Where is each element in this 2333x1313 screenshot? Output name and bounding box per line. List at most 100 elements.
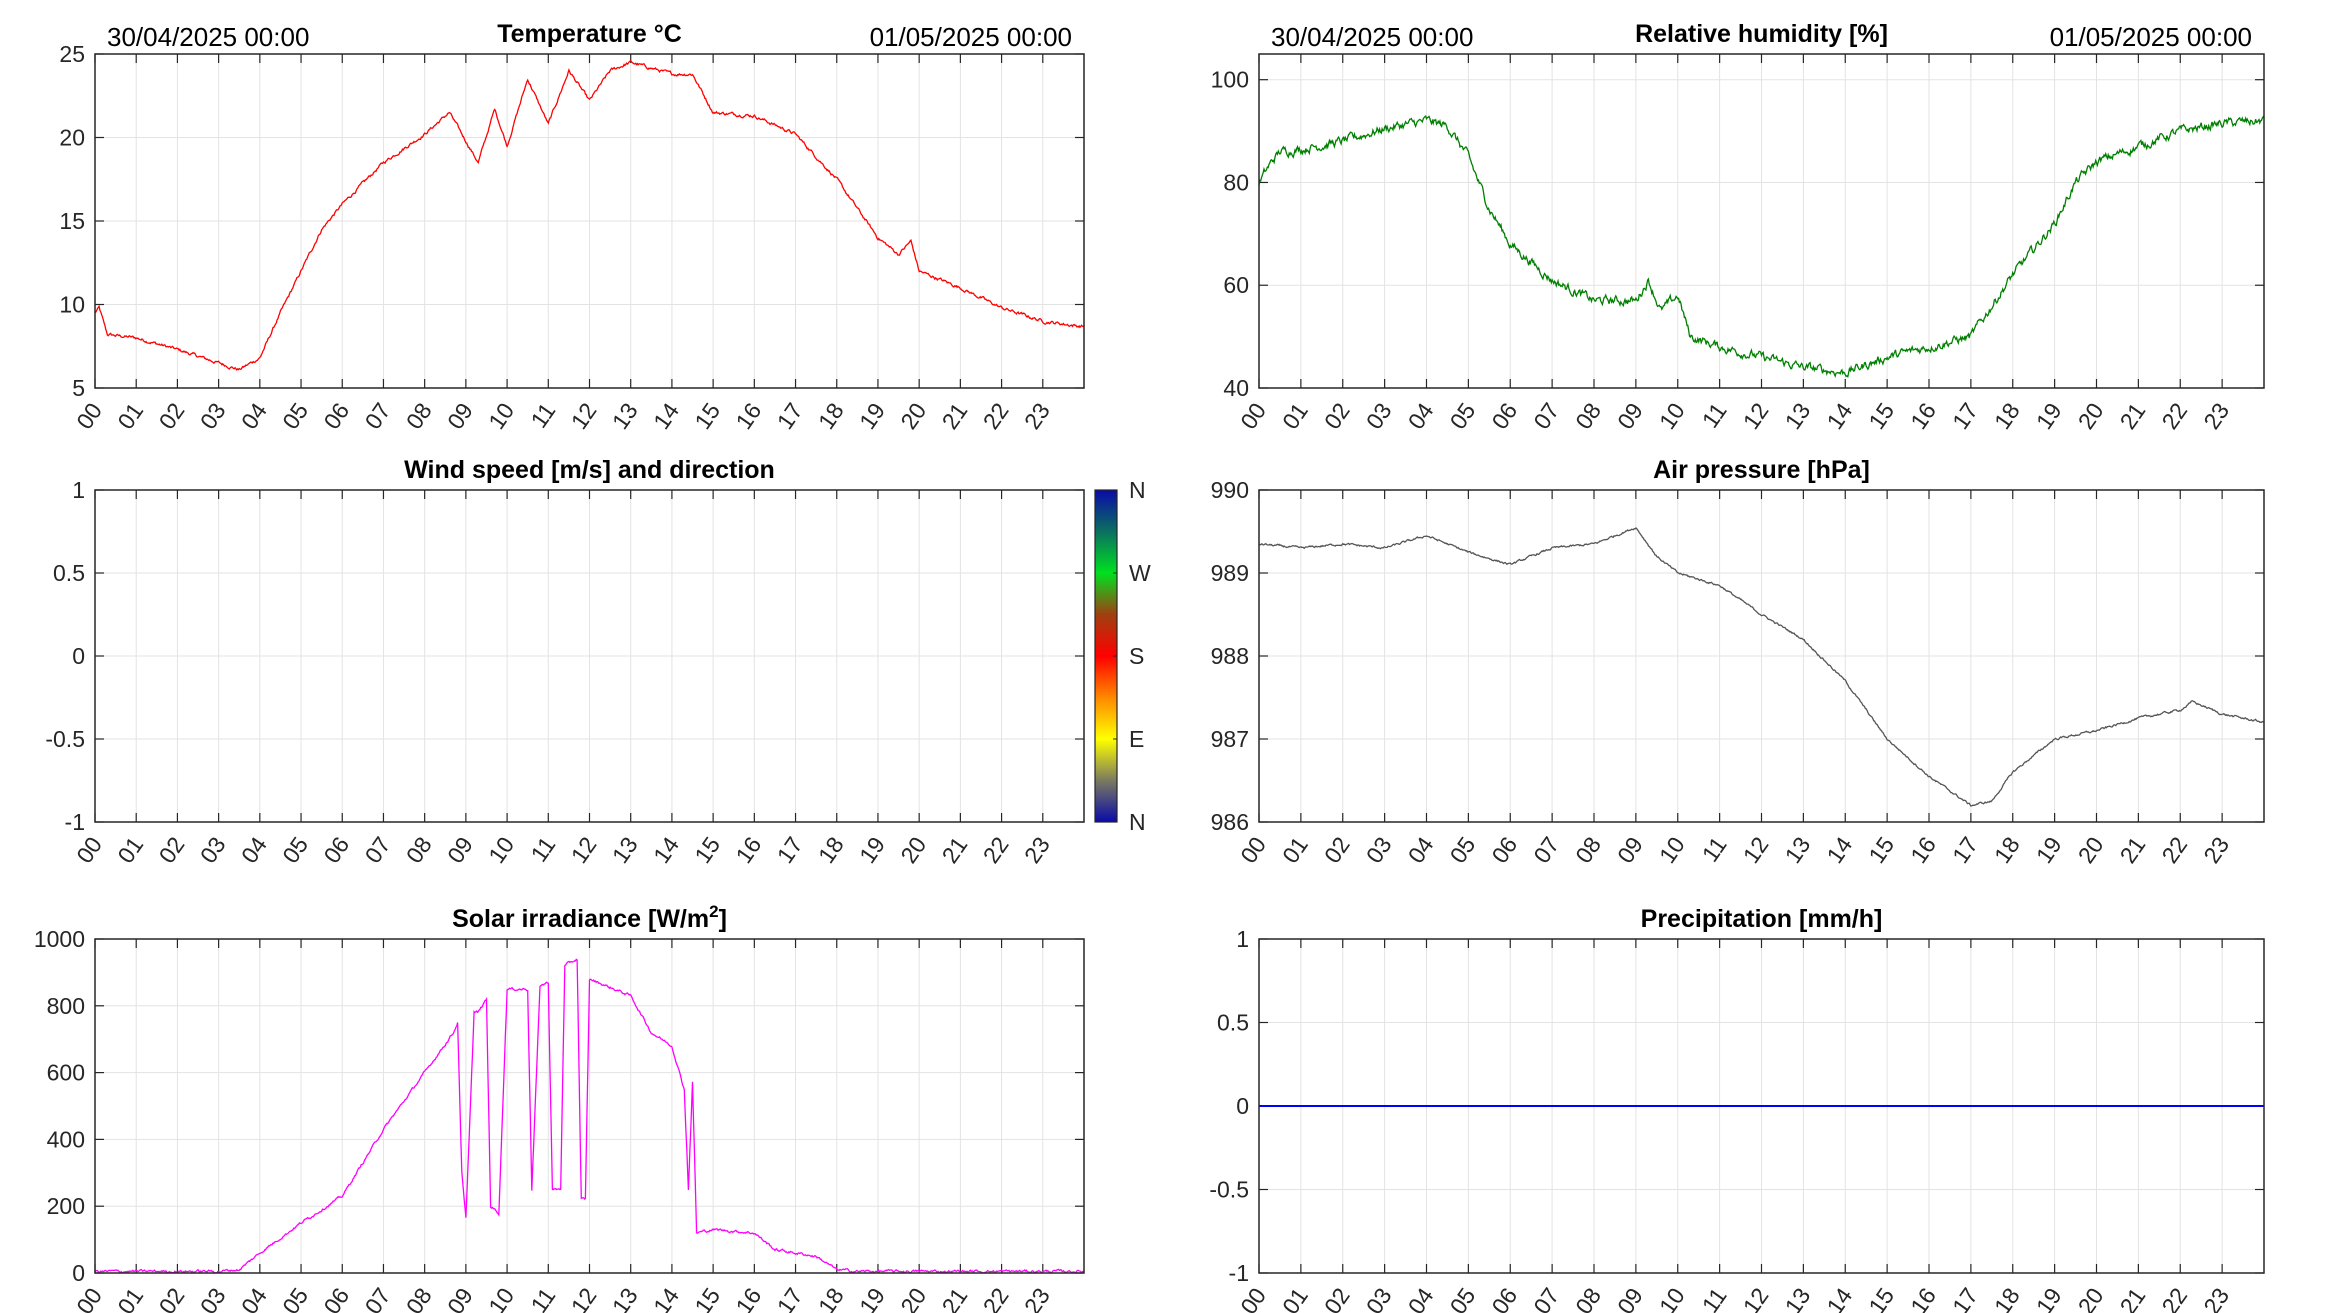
- y-tick-label: 0.5: [53, 560, 85, 586]
- x-tick-label: 17: [1947, 832, 1983, 868]
- x-tick-label: 17: [772, 832, 808, 868]
- date-end-label: 01/05/2025 00:00: [2050, 22, 2252, 52]
- x-tick-label: 11: [1697, 1283, 1732, 1313]
- x-tick-label: 21: [936, 1283, 972, 1313]
- x-tick-label: 22: [2156, 398, 2192, 434]
- x-tick-label: 07: [1528, 832, 1564, 868]
- x-tick-label: 15: [689, 1283, 725, 1313]
- x-tick-label: 02: [1319, 398, 1355, 434]
- x-tick-label: 12: [566, 832, 602, 868]
- x-tick-label: 03: [195, 1283, 231, 1313]
- x-tick-label: 08: [1570, 832, 1606, 868]
- x-tick-label: 10: [483, 832, 519, 868]
- y-tick-label: 0: [72, 643, 85, 669]
- x-tick-label: 09: [1612, 1283, 1648, 1313]
- x-tick-label: 08: [401, 1283, 437, 1313]
- x-tick-label: 22: [2156, 832, 2192, 868]
- x-tick-label: 00: [1235, 398, 1271, 434]
- y-tick-label: 600: [47, 1060, 85, 1086]
- x-tick-label: 09: [1612, 398, 1648, 434]
- y-tick-label: 25: [59, 41, 85, 67]
- x-tick-label: 00: [71, 1283, 107, 1313]
- axes-frame: [94, 489, 1085, 823]
- y-tick-label: 990: [1211, 477, 1249, 503]
- x-tick-label: 23: [1019, 1283, 1055, 1313]
- x-tick-label: 18: [1989, 1283, 2025, 1313]
- axes-frame: [1258, 53, 2265, 389]
- colorbar-label: N: [1129, 477, 1146, 503]
- x-tick-label: 22: [978, 1283, 1014, 1313]
- x-tick-label: 08: [1570, 1283, 1606, 1313]
- x-tick-label: 04: [236, 832, 272, 868]
- x-tick-label: 18: [813, 1283, 849, 1313]
- x-tick-label: 06: [318, 1283, 354, 1313]
- x-tick-label: 03: [195, 832, 231, 868]
- y-tick-label: 987: [1211, 726, 1249, 752]
- title-end: ]: [719, 905, 727, 933]
- y-tick-label: 800: [47, 993, 85, 1019]
- x-tick-label: 04: [236, 1283, 272, 1313]
- x-tick-label: 01: [112, 832, 148, 868]
- chart-title: Air pressure [hPa]: [1653, 456, 1870, 484]
- x-tick-label: 20: [2073, 1283, 2109, 1313]
- colorbar-label: W: [1129, 560, 1151, 586]
- x-tick-label: 19: [854, 1283, 890, 1313]
- x-tick-label: 10: [1654, 832, 1690, 868]
- date-start-label: 30/04/2025 00:00: [107, 22, 309, 52]
- x-tick-label: 05: [277, 398, 313, 434]
- x-tick-label: 07: [1528, 1283, 1564, 1313]
- x-tick-label: 21: [936, 398, 972, 434]
- x-tick-label: 23: [1019, 398, 1055, 434]
- pressure-chart: 00 01 02 03 04 05 06 07 08 09 10 11 12 13 14 15 16 17 18 19…: [1211, 456, 2265, 868]
- x-tick-label: 09: [442, 832, 478, 868]
- precipitation-chart: 00 01 02 03 04 05 06 07 08 09 10 11 12 13 14 15 16 17 18 19…: [1209, 905, 2265, 1313]
- x-tick-label: 23: [2198, 398, 2234, 434]
- x-tick-label: 13: [1779, 1283, 1815, 1313]
- x-tick-label: 23: [1019, 832, 1055, 868]
- x-tick-label: 14: [648, 398, 684, 434]
- x-tick-label: 08: [401, 398, 437, 434]
- x-tick-label: 16: [730, 832, 766, 868]
- y-tick-label: 1: [72, 477, 85, 503]
- y-tick-label: 5: [72, 375, 85, 401]
- x-tick-label: 20: [895, 1283, 931, 1313]
- axes-frame: [1258, 938, 2265, 1274]
- x-tick-label: 00: [1235, 832, 1271, 868]
- axes-frame: [94, 53, 1085, 389]
- x-tick-label: 15: [1863, 1283, 1899, 1313]
- chart-title: Solar irradiance [W/m2]: [452, 902, 727, 933]
- x-tick-label: 01: [1277, 832, 1313, 868]
- x-tick-label: 07: [1528, 398, 1564, 434]
- x-tick-label: 19: [2031, 832, 2067, 868]
- x-tick-label: 04: [236, 398, 272, 434]
- x-tick-label: 01: [112, 398, 148, 434]
- x-tick-label: 07: [360, 832, 396, 868]
- y-tick-label: -0.5: [1209, 1177, 1249, 1203]
- x-tick-label: 03: [1361, 398, 1397, 434]
- x-tick-label: 10: [1654, 398, 1690, 434]
- x-tick-label: 19: [854, 398, 890, 434]
- x-tick-label: 14: [1821, 832, 1857, 868]
- y-tick-label: 0: [1236, 1093, 1249, 1119]
- x-tick-label: 18: [1989, 832, 2025, 868]
- y-tick-label: 60: [1223, 272, 1249, 298]
- x-tick-label: 02: [154, 1283, 190, 1313]
- chart-title: Precipitation [mm/h]: [1641, 905, 1883, 933]
- chart-title: Wind speed [m/s] and direction: [404, 456, 775, 484]
- y-tick-label: 40: [1223, 375, 1249, 401]
- x-tick-label: 17: [1947, 398, 1983, 434]
- x-tick-label: 13: [1779, 398, 1815, 434]
- x-tick-label: 20: [2073, 832, 2109, 868]
- x-tick-label: 20: [895, 832, 931, 868]
- pressure-series-line: [1258, 527, 2265, 807]
- temperature-series-line: [94, 59, 1085, 371]
- x-tick-label: 22: [978, 398, 1014, 434]
- x-tick-label: 11: [1697, 832, 1732, 866]
- y-tick-label: 989: [1211, 560, 1249, 586]
- axes-frame: [1258, 489, 2265, 823]
- x-tick-label: 23: [2198, 832, 2234, 868]
- x-tick-label: 20: [895, 398, 931, 434]
- x-tick-label: 18: [813, 832, 849, 868]
- x-tick-label: 10: [483, 398, 519, 434]
